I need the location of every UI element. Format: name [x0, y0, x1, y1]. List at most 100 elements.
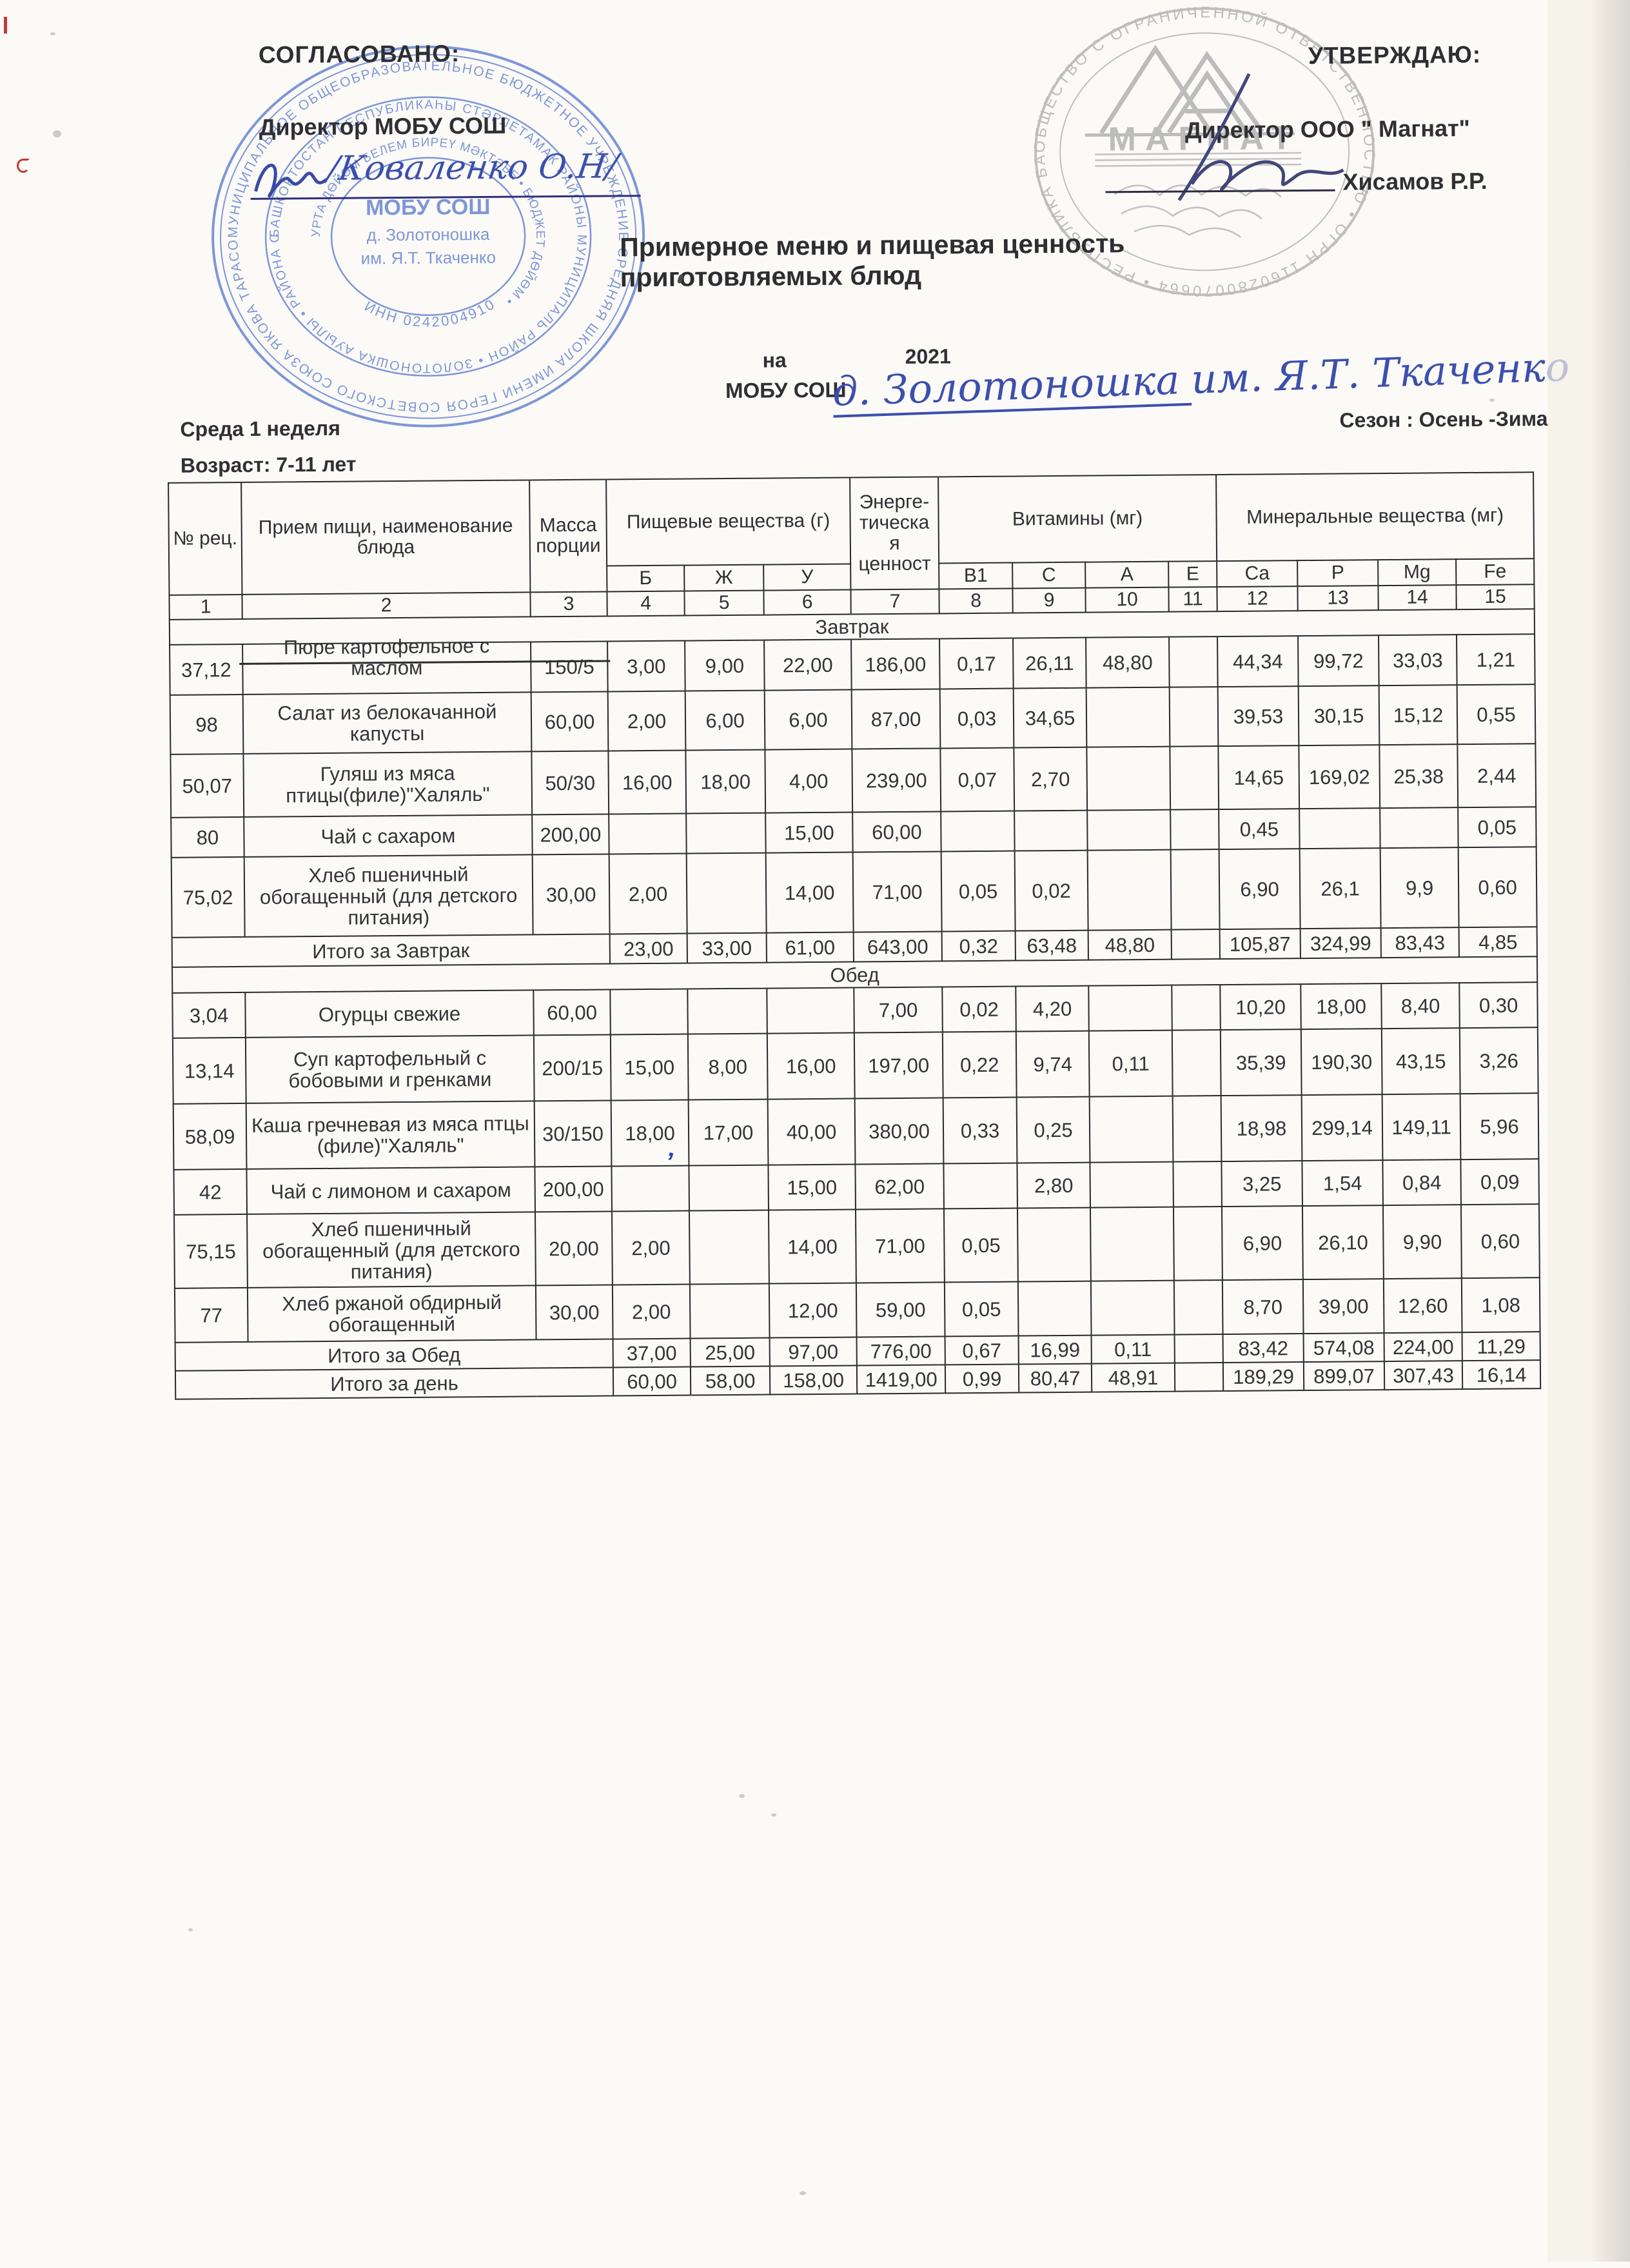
cell: 4,00 — [765, 749, 853, 813]
column-number: 3 — [530, 591, 607, 617]
cell — [1089, 1096, 1173, 1163]
cell: 15,00 — [765, 812, 853, 853]
stamp-center-line1: МОБУ СОШ — [366, 195, 491, 221]
cell: 9,00 — [685, 640, 765, 691]
column-number: 2 — [242, 592, 531, 619]
cell: 0,09 — [1460, 1159, 1540, 1205]
cell: 14,00 — [765, 852, 854, 933]
menu-row: 98 Салат из белокачанной капусты 60,00 2,00… — [170, 684, 1536, 754]
cell: 0,67 — [945, 1336, 1019, 1365]
column-number: 10 — [1085, 587, 1169, 613]
column-number: 14 — [1378, 585, 1457, 611]
cell: 16,00 — [767, 1032, 855, 1099]
cell: 87,00 — [851, 689, 941, 749]
header-v1: В1 — [939, 562, 1013, 589]
cell: 98 — [170, 694, 244, 754]
cell: 30,00 — [532, 854, 610, 935]
cell: 83,43 — [1380, 927, 1459, 958]
cell: 58,09 — [173, 1103, 247, 1170]
cell: 0,05 — [944, 1281, 1019, 1337]
dish-cell: Чай с сахаром — [244, 814, 533, 857]
approved-name: Хисамов Р.Р. — [1342, 167, 1488, 195]
cell: 75,15 — [174, 1214, 248, 1288]
header-a: А — [1085, 561, 1169, 588]
cell: 4,20 — [1016, 985, 1089, 1032]
cell — [1169, 636, 1218, 687]
cell: 0,45 — [1219, 809, 1300, 850]
cell: 0,22 — [942, 1031, 1017, 1098]
cell — [1299, 808, 1380, 849]
cell — [1090, 1161, 1173, 1208]
cell: 0,84 — [1382, 1159, 1461, 1206]
cell: 2,00 — [612, 1284, 691, 1339]
header-c: С — [1012, 562, 1086, 589]
cell: 80 — [171, 816, 244, 858]
cell: 0,60 — [1460, 1204, 1540, 1279]
cell: 0,02 — [942, 986, 1016, 1032]
cell: 2,80 — [1017, 1162, 1090, 1208]
cell: 0,33 — [943, 1097, 1017, 1164]
cell: 3,25 — [1221, 1161, 1302, 1207]
stamp-center-line3: им. Я.Т. Ткаченко — [361, 248, 496, 268]
cell: 1419,00 — [856, 1365, 946, 1394]
cell: 0,05 — [941, 851, 1016, 932]
cell: 0,32 — [941, 931, 1016, 961]
scan-edge-strip — [1593, 0, 1630, 2262]
age-label: Возраст: 7-11 лет — [180, 452, 357, 477]
cell: 37,12 — [170, 644, 243, 695]
cell: 8,40 — [1381, 983, 1460, 1029]
cell — [686, 813, 766, 854]
header-zh: Ж — [684, 564, 764, 591]
cell: 6,90 — [1219, 849, 1301, 930]
cell: 3,04 — [172, 992, 246, 1038]
magnat-logo-icon — [1085, 44, 1295, 137]
cell — [1170, 809, 1219, 850]
cell: 48,80 — [1088, 929, 1172, 960]
cell: 2,00 — [607, 691, 686, 751]
dish-cell: Гуляш из мяса птицы(филе)"Халяль" — [243, 751, 533, 817]
cell: 1,08 — [1461, 1277, 1540, 1333]
cell — [1172, 1030, 1221, 1096]
header-energy: Энерге- тическа я ценност — [850, 477, 939, 590]
cell: 8,70 — [1222, 1279, 1304, 1335]
cell: 189,29 — [1222, 1362, 1304, 1392]
cell: 150/5 — [531, 641, 608, 693]
dish-cell: Салат из белокачанной капусты — [242, 692, 532, 754]
cell — [686, 853, 767, 934]
cell — [610, 989, 688, 1035]
column-number: 9 — [1012, 587, 1086, 613]
cell: 30,00 — [535, 1285, 613, 1340]
cell: 186,00 — [851, 638, 940, 690]
header-u: У — [763, 564, 851, 591]
cell: 307,43 — [1384, 1361, 1463, 1390]
column-number: 15 — [1456, 584, 1535, 610]
cell — [689, 1283, 770, 1339]
cell: 0,02 — [1014, 850, 1088, 931]
cell: 200/15 — [533, 1034, 611, 1101]
cell: 0,17 — [939, 638, 1014, 689]
cell: 44,34 — [1217, 636, 1299, 687]
cell — [1087, 849, 1172, 931]
header-mg: Mg — [1378, 559, 1457, 586]
cell: 30,15 — [1298, 685, 1380, 746]
svg-text:ИНН 0242004910: ИНН 0242004910 — [362, 295, 499, 331]
cell: 574,08 — [1303, 1333, 1384, 1363]
cell: 18,00 — [1301, 983, 1382, 1030]
red-curl-mark — [17, 159, 30, 173]
cell — [1173, 1280, 1223, 1335]
header-mass: Масса порции — [529, 479, 607, 593]
cell — [1172, 985, 1221, 1030]
column-number: 4 — [607, 591, 685, 616]
column-number: 7 — [850, 589, 939, 615]
cell: 9,9 — [1380, 847, 1459, 929]
cell: 13,14 — [172, 1037, 246, 1104]
menu-row: 50,07 Гуляш из мяса птицы(филе)"Халяль" 50… — [170, 744, 1537, 818]
cell: 18,98 — [1221, 1095, 1302, 1162]
cell: 15,00 — [768, 1164, 856, 1210]
cell: 60,00 — [531, 691, 609, 752]
cell: 63,48 — [1015, 930, 1088, 961]
cell: 14,65 — [1218, 745, 1300, 810]
cell: 83,42 — [1222, 1334, 1304, 1363]
menu-table: № рец. Прием пищи, наименование блюда Ма… — [168, 471, 1541, 1400]
